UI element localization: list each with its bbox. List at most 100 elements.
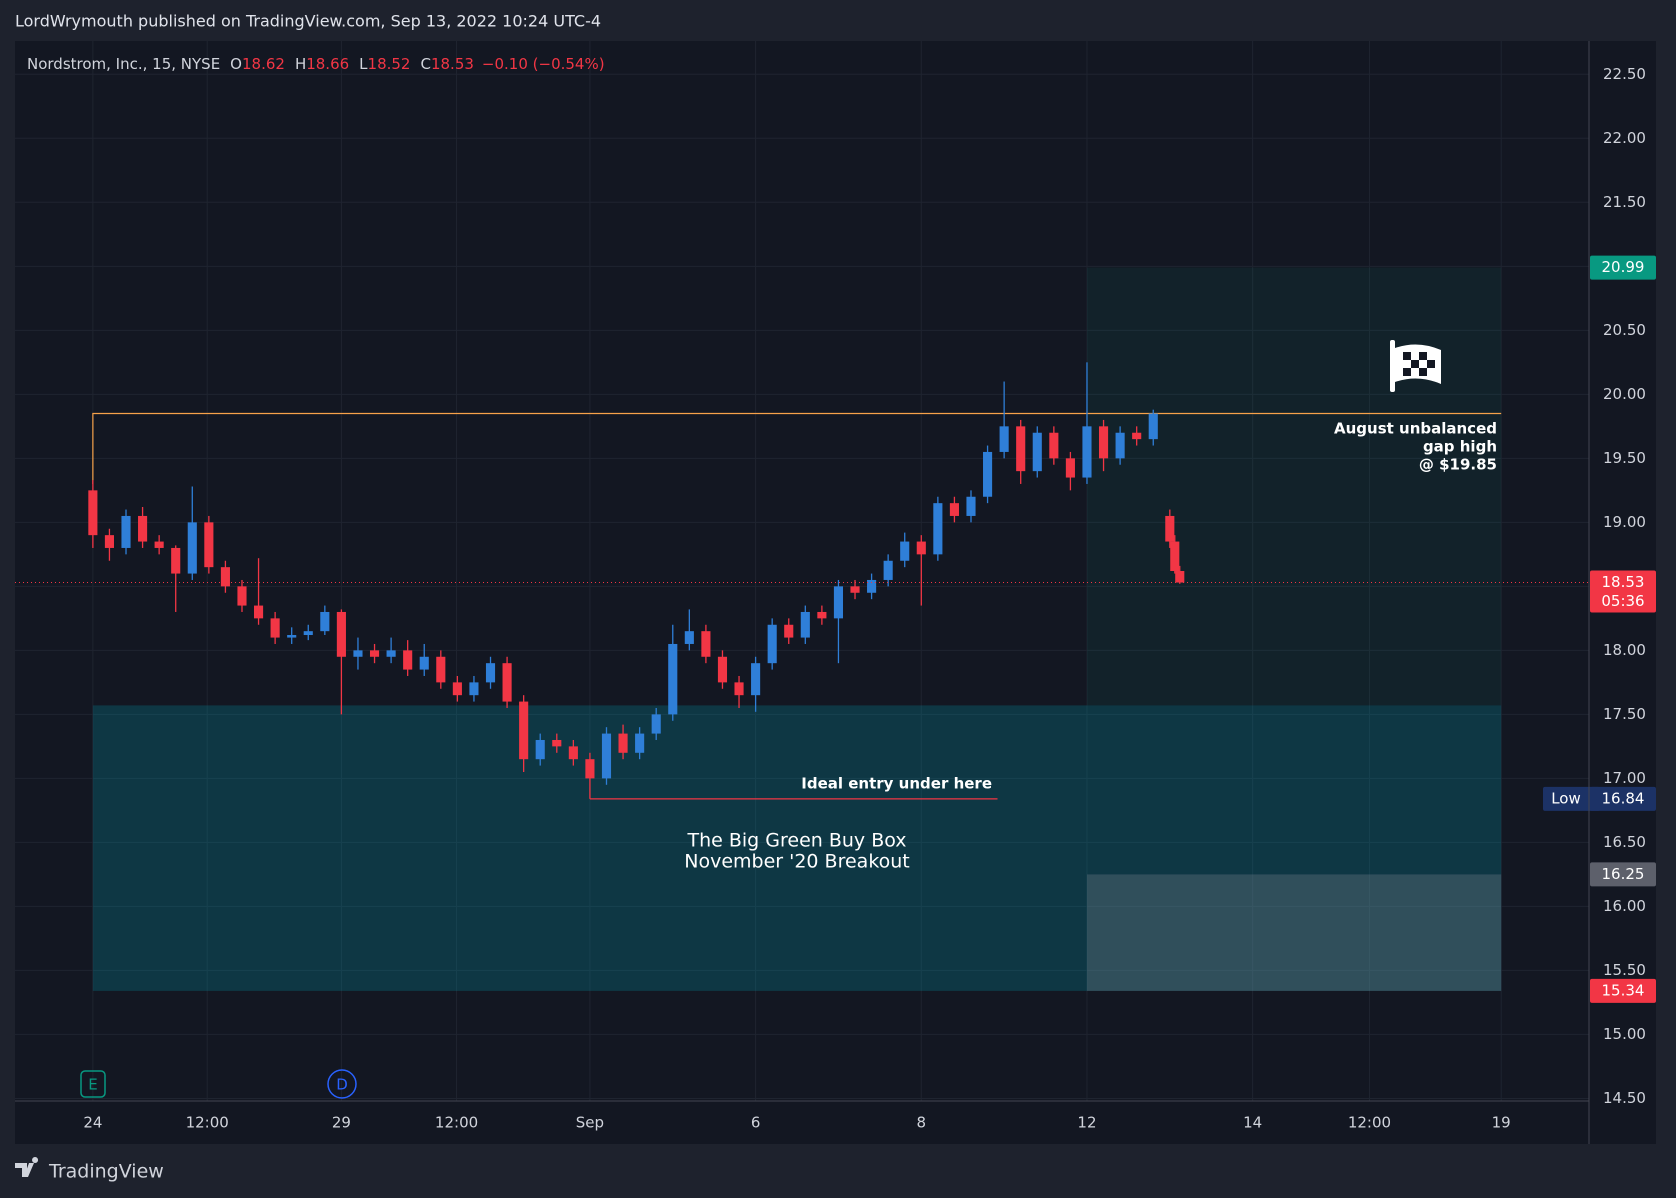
- candle-body: [1016, 426, 1026, 472]
- candle-body: [204, 522, 214, 568]
- y-tick-label: 20.50: [1603, 321, 1646, 339]
- dividend-label: D: [336, 1076, 348, 1094]
- candle-body: [717, 656, 728, 683]
- price-tag-title: Low: [1551, 789, 1581, 807]
- price-tag: [1590, 570, 1656, 613]
- candle-body: [850, 586, 860, 593]
- annotation: November '20 Breakout: [684, 851, 910, 873]
- candle-body: [452, 682, 462, 696]
- candle-body: [519, 701, 529, 760]
- annotation: August unbalanced: [1334, 420, 1497, 438]
- candle-body: [784, 624, 794, 638]
- dividend-marker[interactable]: [327, 1069, 357, 1099]
- candle-body: [88, 490, 98, 536]
- y-tick-label: 15.00: [1603, 1025, 1646, 1043]
- candle-body: [684, 631, 694, 644]
- candle-body: [336, 611, 346, 657]
- y-tick-label: 17.50: [1603, 705, 1646, 723]
- x-tick-label: Sep: [576, 1114, 604, 1132]
- candle-body: [386, 650, 396, 657]
- annotation: gap high: [1423, 438, 1497, 456]
- y-tick-label: 20.00: [1603, 385, 1646, 403]
- earnings-marker[interactable]: [80, 1070, 106, 1098]
- x-tick-label: 14: [1243, 1114, 1262, 1132]
- price-tag-label: 16.84: [1602, 789, 1645, 807]
- y-tick-label: 19.00: [1603, 513, 1646, 531]
- x-tick-label: 6: [751, 1114, 761, 1132]
- candle-body: [320, 611, 330, 632]
- candle-body: [1175, 571, 1185, 583]
- candle-body: [1082, 426, 1092, 478]
- candle-body: [1148, 413, 1158, 440]
- candle-body: [253, 605, 264, 619]
- y-tick-label: 21.50: [1603, 193, 1646, 211]
- price-tag: [1590, 978, 1656, 1003]
- candle-body: [701, 631, 711, 657]
- candle-body: [403, 650, 413, 670]
- candle-body: [585, 759, 595, 779]
- x-tick-label: 12: [1077, 1114, 1096, 1132]
- price-tag: [1590, 786, 1656, 811]
- legend: Nordstrom, Inc., 15, NYSE O18.62 H18.66 L18…: [27, 55, 605, 73]
- candle-body: [618, 733, 628, 753]
- price-tag-title-bg: [1543, 786, 1600, 811]
- plot-area: [15, 41, 1589, 1101]
- candle-body: [303, 631, 313, 636]
- candle-body: [187, 522, 197, 574]
- candle-body: [502, 663, 512, 702]
- zone: [1086, 267, 1502, 706]
- candle-body: [419, 656, 429, 670]
- price-tag-label: 18.53: [1602, 573, 1645, 591]
- candle-body: [1132, 432, 1142, 440]
- annotation: The Big Green Buy Box: [686, 830, 906, 852]
- candle-body: [734, 682, 744, 696]
- candle-body: [1115, 432, 1125, 459]
- ohlc: O18.62 H18.66 L18.52 C18.53: [230, 55, 474, 73]
- y-tick-label: 15.50: [1603, 961, 1646, 979]
- candle-body: [485, 663, 496, 683]
- ohlc-value: 18.66: [306, 55, 349, 73]
- publisher: LordWrymouth published on TradingView.co…: [15, 12, 601, 31]
- price-tag-label: 20.99: [1602, 258, 1645, 276]
- change: −0.10 (−0.54%): [482, 55, 605, 73]
- ohlc-label: C: [420, 55, 430, 73]
- candle-body: [171, 547, 181, 574]
- zone: [92, 705, 1502, 991]
- y-tick-label: 16.50: [1603, 833, 1646, 851]
- candle-body: [966, 496, 976, 516]
- price-tag: [1590, 255, 1656, 280]
- candle-body: [833, 586, 844, 619]
- x-tick-label: 8: [917, 1114, 927, 1132]
- y-tick-label: 17.00: [1603, 769, 1646, 787]
- candle-body: [353, 650, 363, 657]
- y-tick-label: 22.00: [1603, 129, 1646, 147]
- candle-body: [1065, 458, 1075, 478]
- annotation: Ideal entry under here: [801, 775, 992, 793]
- candle-body: [933, 503, 943, 555]
- ohlc-value: 18.52: [368, 55, 411, 73]
- candle-body: [535, 739, 545, 760]
- flag-icon: [1390, 340, 1441, 392]
- y-tick-label: 18.00: [1603, 641, 1646, 659]
- zone: [1086, 874, 1502, 991]
- trend-line: [92, 412, 1502, 484]
- candle-body: [767, 624, 777, 664]
- ohlc-label: L: [359, 55, 368, 73]
- candle-body: [1049, 432, 1059, 459]
- candle-body: [817, 611, 827, 619]
- candle-body: [800, 611, 810, 638]
- time-axis: [15, 1101, 1589, 1144]
- brand: TradingView: [48, 1161, 164, 1183]
- candle-body: [568, 746, 578, 760]
- candle-body: [154, 541, 164, 548]
- candle-body: [1165, 515, 1175, 542]
- ohlc-value: 18.62: [242, 55, 285, 73]
- y-tick-label: 14.50: [1603, 1089, 1646, 1107]
- candle-body: [751, 663, 761, 696]
- candle-body: [237, 586, 247, 606]
- candle-body: [883, 560, 893, 580]
- candle-body: [369, 650, 380, 657]
- price-tag-label: 15.34: [1602, 981, 1645, 999]
- candle-body: [138, 515, 148, 542]
